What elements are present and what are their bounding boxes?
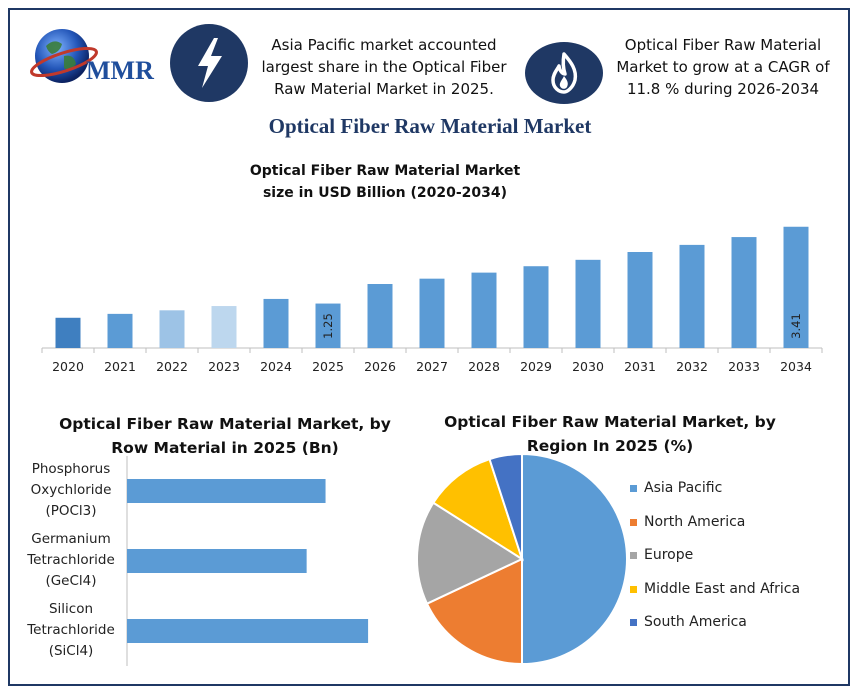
category-label: Phosphorus Oxychloride (POCl3) — [16, 459, 126, 522]
hbar-2 — [127, 619, 369, 643]
x-tick-label: 2024 — [260, 359, 292, 374]
x-tick-label: 2030 — [572, 359, 604, 374]
legend-swatch — [630, 484, 637, 492]
info-right: Optical Fiber Raw Material Market to gro… — [608, 34, 838, 100]
info-left-line: Asia Pacific market accounted — [271, 36, 497, 54]
info-right-line: Market to grow at a CAGR of — [616, 58, 830, 76]
lightning-bolt-icon — [170, 24, 248, 102]
bar-2023 — [211, 306, 237, 348]
category-label-line: (GeCl4) — [45, 573, 97, 589]
legend-item: North America — [630, 514, 745, 530]
info-left-line: Raw Material Market in 2025. — [274, 80, 494, 98]
legend-swatch — [630, 618, 637, 626]
x-tick-label: 2034 — [780, 359, 812, 374]
x-tick-label: 2027 — [416, 359, 448, 374]
bar-2024 — [263, 298, 289, 348]
legend-swatch — [630, 551, 637, 559]
material-chart-title: Optical Fiber Raw Material Market, by Ro… — [55, 412, 395, 460]
bar-2031 — [627, 252, 653, 348]
pie-slice-0 — [521, 452, 628, 666]
hbar-0 — [127, 479, 326, 503]
x-tick-label: 2025 — [312, 359, 344, 374]
bar-2021 — [107, 313, 133, 348]
category-label-line: Germanium — [31, 531, 111, 547]
category-label: Silicon Tetrachloride (SiCl4) — [16, 599, 126, 662]
legend-label: North America — [644, 514, 746, 530]
infographic-frame — [8, 8, 850, 686]
bar-2032 — [679, 244, 705, 348]
chart-title-line: Region In 2025 (%) — [526, 437, 694, 455]
market-size-chart-title: Optical Fiber Raw Material Market size i… — [215, 160, 555, 204]
x-tick-label: 2028 — [468, 359, 500, 374]
pie-slice-4 — [488, 452, 523, 560]
legend-label: South America — [644, 614, 747, 630]
x-tick-label: 2020 — [52, 359, 84, 374]
bar-2028 — [471, 272, 497, 348]
info-left: Asia Pacific market accounted largest sh… — [255, 34, 513, 100]
bar-2025 — [315, 303, 341, 348]
legend-swatch — [630, 585, 637, 593]
category-label-line: Tetrachloride — [27, 622, 115, 638]
chart-title-line: Optical Fiber Raw Material Market — [249, 163, 521, 179]
chart-title-line: Optical Fiber Raw Material Market, by — [59, 415, 391, 433]
chart-title-line: Row Material in 2025 (Bn) — [111, 439, 339, 457]
legend-item: Asia Pacific — [630, 480, 722, 496]
data-label: 1.25 — [321, 313, 335, 339]
x-tick-label: 2022 — [156, 359, 188, 374]
category-label-line: Phosphorus — [31, 461, 111, 477]
bar-2033 — [731, 237, 757, 348]
legend-item: South America — [630, 614, 747, 630]
bar-2029 — [523, 266, 549, 348]
info-right-line: 11.8 % during 2026-2034 — [626, 80, 820, 98]
mmr-logo — [30, 29, 98, 83]
market-size-bar-chart: 2020 2021 2022 2023 2024 2025 1.25 2026 2027 2028… — [41, 226, 823, 374]
x-tick-label: 2026 — [364, 359, 396, 374]
x-tick-label: 2021 — [104, 359, 136, 374]
legend-swatch — [630, 518, 637, 526]
category-label-line: Tetrachloride — [27, 552, 115, 568]
legend-label: Asia Pacific — [644, 480, 723, 496]
legend-label: Europe — [644, 547, 694, 563]
category-label-line: Oxychloride — [30, 482, 112, 498]
category-label-line: (SiCl4) — [48, 643, 94, 659]
logo-text: MMR — [86, 56, 154, 85]
chart-title-line: Optical Fiber Raw Material Market, by — [444, 413, 776, 431]
category-label-line: (POCl3) — [45, 503, 97, 519]
category-label: Germanium Tetrachloride (GeCl4) — [16, 529, 126, 592]
info-left-line: largest share in the Optical Fiber — [261, 58, 507, 76]
bar-2020 — [55, 317, 81, 348]
bar-2030 — [575, 259, 601, 348]
bar-2022 — [159, 310, 185, 348]
x-tick-label: 2023 — [208, 359, 240, 374]
legend-item: Europe — [630, 547, 693, 563]
legend-label: Middle East and Africa — [644, 581, 801, 597]
hbar-1 — [127, 549, 307, 573]
pie-slice-1 — [425, 557, 523, 666]
pie-slice-3 — [431, 457, 524, 562]
flame-icon — [525, 42, 603, 104]
legend-item: Middle East and Africa — [630, 581, 800, 597]
category-label-line: Silicon — [48, 601, 94, 617]
bar-2034 — [783, 226, 809, 348]
info-right-line: Optical Fiber Raw Material — [624, 36, 822, 54]
region-chart-title: Optical Fiber Raw Material Market, by Re… — [440, 410, 780, 458]
main-title: Optical Fiber Raw Material Market — [268, 114, 592, 138]
bar-2027 — [419, 278, 445, 348]
chart-title-line: size in USD Billion (2020-2034) — [262, 185, 508, 201]
x-tick-label: 2032 — [676, 359, 708, 374]
x-tick-label: 2031 — [624, 359, 656, 374]
pie-slice-2 — [416, 501, 525, 606]
x-tick-label: 2029 — [520, 359, 552, 374]
data-label: 3.41 — [789, 313, 803, 339]
x-tick-label: 2033 — [728, 359, 760, 374]
bar-2026 — [367, 284, 393, 348]
